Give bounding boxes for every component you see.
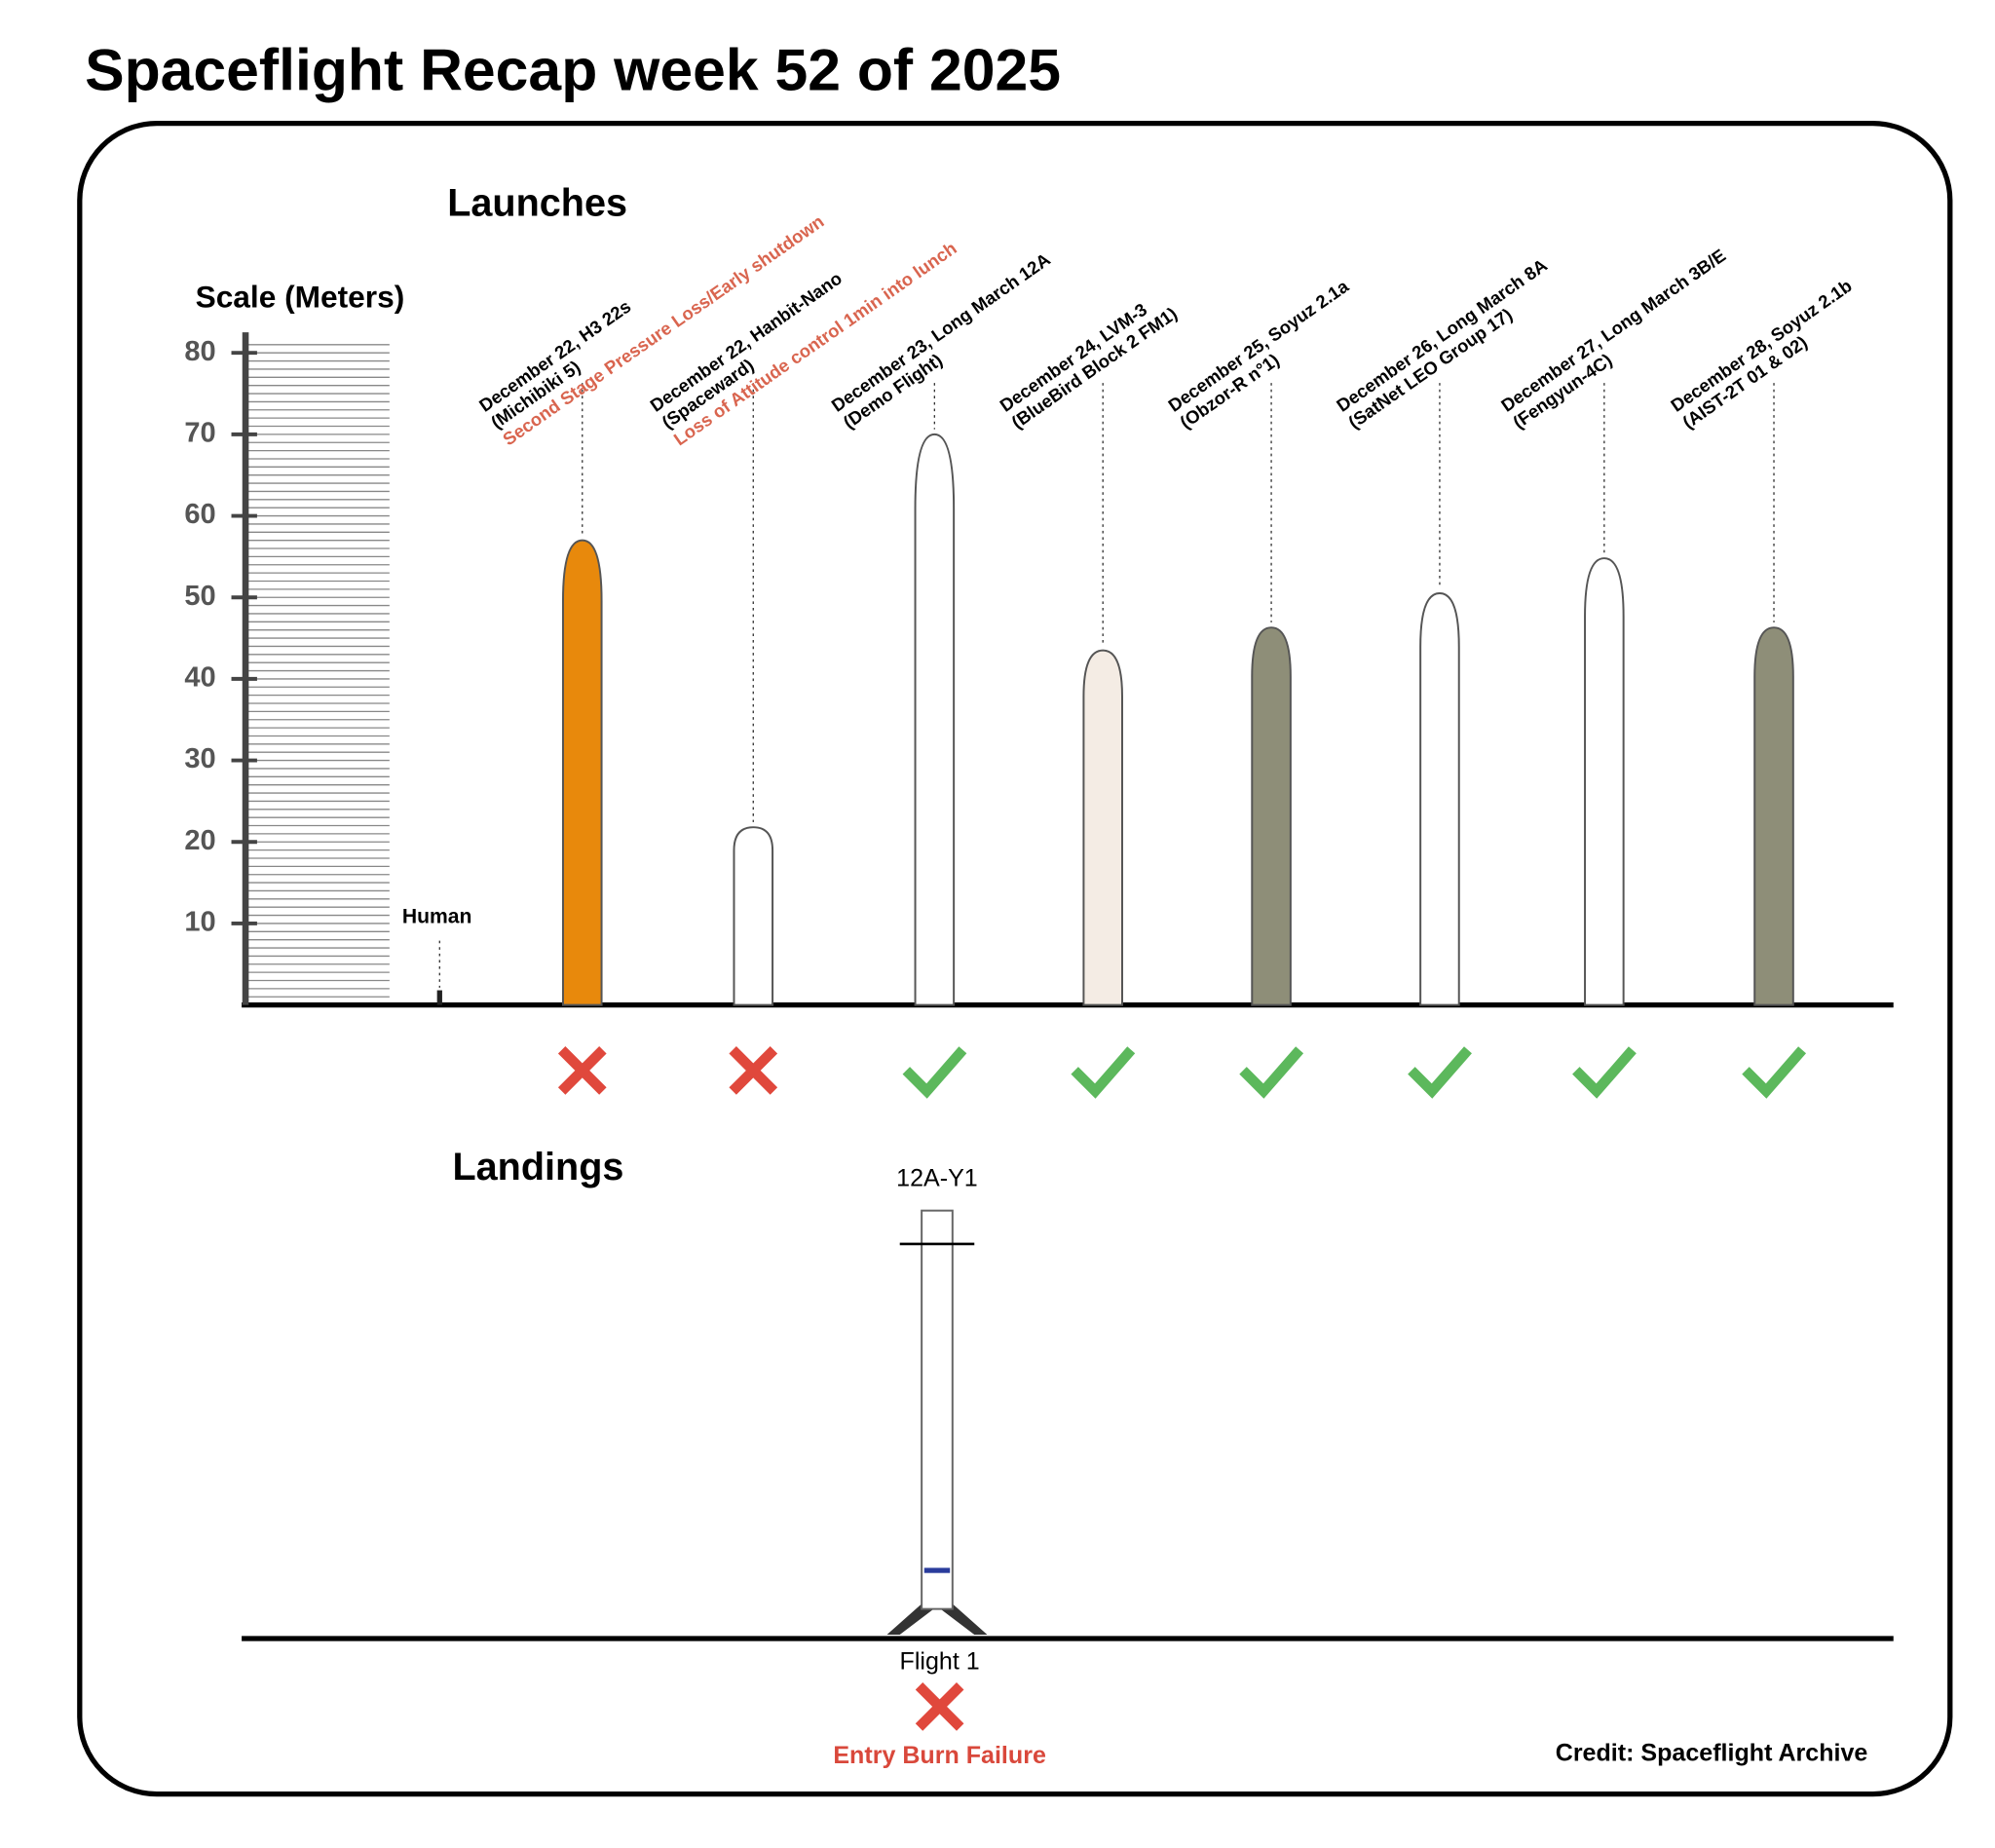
success-check (1239, 1046, 1304, 1099)
y-tick-label: 40 (184, 662, 215, 694)
landings-heading: Landings (452, 1146, 623, 1188)
y-tick-label: 20 (184, 825, 215, 856)
success-check (1408, 1046, 1472, 1099)
rocket (1419, 592, 1460, 1006)
title: Spaceflight Recap week 52 of 2025 (85, 37, 1061, 103)
rocket (1082, 649, 1123, 1006)
landing-result: Entry Burn Failure (833, 1742, 1046, 1769)
rocket (1753, 626, 1794, 1006)
rocket (733, 826, 774, 1006)
landing-booster (886, 1209, 988, 1636)
success-check (1572, 1046, 1637, 1099)
launches-heading: Launches (447, 182, 627, 225)
launch-label-line: December 24, LVM-3 (996, 299, 1150, 416)
launch-label-line: December 28, Soyuz 2.1b (1667, 275, 1856, 415)
launch-label-line: (BlueBird Block 2 FM1) (1007, 303, 1181, 433)
credit: Credit: Spaceflight Archive (1556, 1739, 1868, 1766)
human (436, 990, 442, 1005)
rocket (914, 433, 956, 1006)
rocket (1251, 626, 1292, 1006)
failure-cross (729, 1046, 778, 1095)
y-tick-label: 60 (184, 499, 215, 530)
launch-label: December 24, LVM-3(BlueBird Block 2 FM1) (996, 299, 1181, 433)
y-tick-label: 70 (184, 418, 215, 449)
success-check (902, 1046, 967, 1099)
rocket (1584, 557, 1625, 1006)
launch-label: December 25, Soyuz 2.1a(Obzor-R n°1) (1164, 276, 1352, 433)
y-tick-label: 10 (184, 907, 215, 938)
frame (77, 121, 1953, 1797)
launch-label-line: (SatNet LEO Group 17) (1344, 304, 1516, 433)
failure-cross (557, 1046, 607, 1095)
y-tick-label: 30 (184, 743, 215, 774)
failure-cross (915, 1682, 964, 1731)
booster-label: 12A-Y1 (896, 1165, 978, 1192)
success-check (1742, 1046, 1807, 1099)
launch-label-line: December 25, Soyuz 2.1a (1164, 276, 1352, 416)
scale-label: Scale (Meters) (196, 280, 405, 315)
success-check (1071, 1046, 1136, 1099)
launch-label: December 28, Soyuz 2.1b(AIST-2T 01 & 02) (1667, 275, 1856, 433)
rocket (561, 539, 603, 1006)
y-tick-label: 50 (184, 581, 215, 612)
human-label: Human (402, 905, 472, 927)
y-tick-label: 80 (184, 336, 215, 367)
flight-label: Flight 1 (900, 1648, 980, 1676)
